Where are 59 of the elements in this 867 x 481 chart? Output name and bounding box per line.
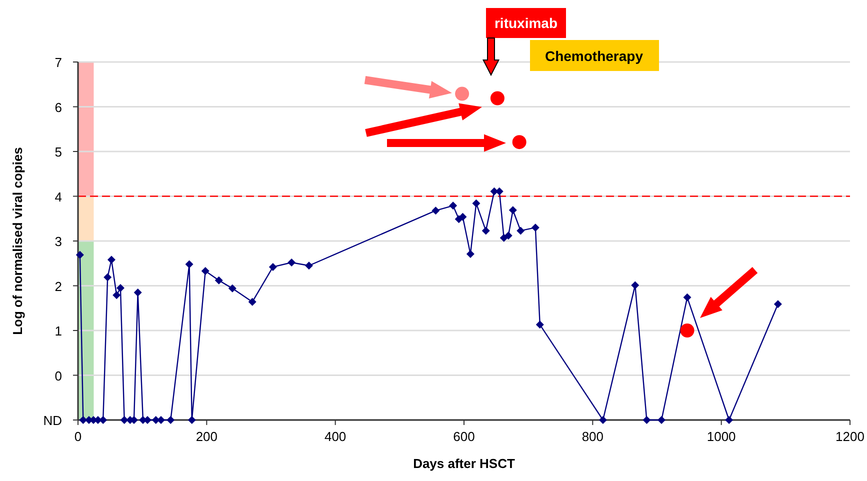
point	[201, 266, 210, 275]
point	[120, 416, 128, 424]
point	[449, 202, 458, 210]
y-tick-label: 7	[54, 55, 62, 70]
text: rituximab	[494, 15, 558, 31]
point	[228, 284, 236, 292]
y-tick-label: 3	[54, 234, 62, 249]
y-tick-label: 1	[54, 324, 62, 338]
point	[658, 416, 666, 424]
point	[516, 226, 525, 235]
point	[112, 291, 121, 300]
x-tick-label: 400	[324, 429, 346, 444]
x-tick-label: 1000	[706, 429, 736, 444]
point	[631, 281, 640, 290]
point	[248, 298, 256, 306]
x-tick-label: 0	[74, 429, 82, 444]
x-tick-label: 1200	[836, 429, 864, 444]
point	[76, 250, 84, 259]
y-axis-title: Log of normalised viral copies	[10, 147, 25, 335]
x-tick-label: 800	[582, 429, 604, 444]
x-tick-label: 200	[196, 429, 218, 444]
point	[531, 224, 540, 232]
point	[680, 324, 694, 338]
y-tick-label: ND	[43, 413, 62, 428]
point	[288, 258, 296, 266]
point	[774, 300, 782, 308]
point	[104, 273, 112, 282]
point	[107, 256, 116, 264]
point	[598, 416, 607, 424]
point	[482, 226, 490, 235]
point	[134, 288, 142, 296]
point	[214, 276, 223, 284]
y-tick-label: 0	[54, 368, 62, 384]
x-axis-title: Days after HSCT	[413, 456, 515, 471]
point	[508, 206, 517, 214]
point	[188, 416, 196, 424]
annotation: Chemotherapy	[544, 48, 644, 64]
y-tick-label: 6	[54, 100, 62, 115]
point	[458, 212, 467, 221]
point	[304, 262, 313, 270]
point	[490, 91, 504, 106]
y-tick-label: 5	[54, 144, 62, 160]
point	[504, 232, 512, 240]
point	[642, 416, 651, 424]
point	[466, 250, 474, 258]
point	[683, 293, 692, 302]
point	[185, 260, 194, 268]
point	[116, 284, 124, 292]
point	[512, 135, 526, 150]
point	[725, 416, 734, 424]
x-tick-label: 600	[453, 429, 475, 444]
y-tick-label: 4	[54, 189, 62, 204]
y-tick-label: 2	[54, 278, 62, 294]
point	[472, 199, 480, 208]
point	[432, 206, 440, 215]
point	[455, 86, 470, 101]
point	[166, 416, 175, 424]
point	[536, 320, 544, 329]
point	[268, 262, 277, 271]
